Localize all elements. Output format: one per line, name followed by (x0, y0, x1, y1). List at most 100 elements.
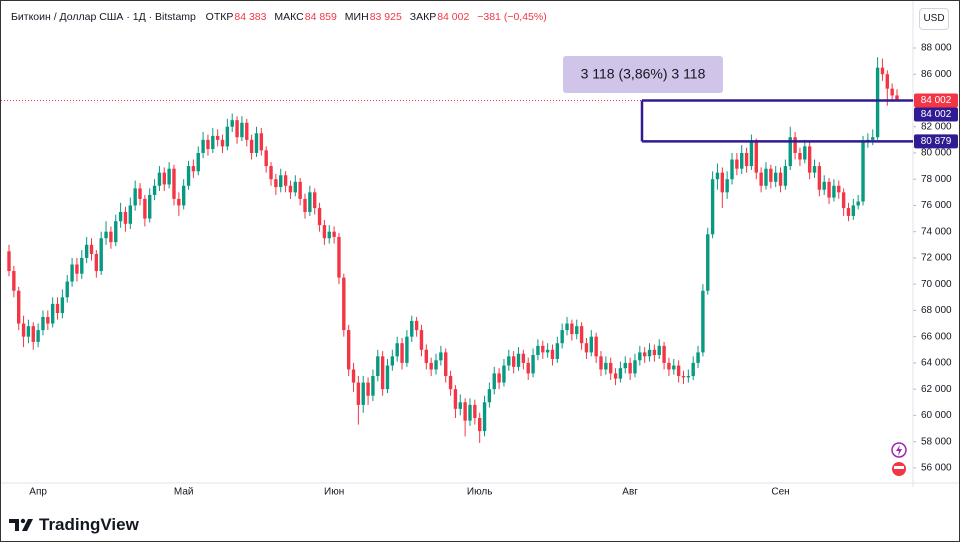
candle-body (41, 316, 45, 331)
candle-body (628, 362, 632, 374)
candle-body (507, 356, 511, 366)
currency-button[interactable]: USD (919, 8, 949, 30)
candle-body (249, 139, 254, 153)
open-value: 84 383 (234, 11, 267, 23)
candle-body (686, 376, 691, 378)
candle-body (283, 175, 288, 186)
candle-body (545, 349, 550, 353)
y-tick-label: 76 000 (921, 200, 952, 211)
candle-body (157, 172, 162, 186)
candle-body (337, 236, 341, 278)
candle-body (162, 172, 166, 185)
candle-body (735, 159, 739, 169)
candle-body (807, 146, 812, 173)
candle-body (128, 205, 133, 224)
change: −381 (−0,45%) (477, 11, 547, 23)
candle-body (662, 345, 666, 363)
candle-body (691, 362, 695, 377)
y-tick-label: 68 000 (921, 305, 952, 316)
candle-body (21, 323, 26, 337)
candle-body (841, 192, 846, 209)
candle-body (521, 353, 526, 363)
candle-body (177, 198, 181, 206)
candle-body (371, 376, 375, 396)
candle-body (477, 418, 482, 432)
candle-body (70, 264, 74, 282)
y-tick-label: 70 000 (921, 279, 952, 290)
brand-icon (9, 518, 33, 531)
candle-body (439, 352, 443, 361)
candle-body (114, 221, 118, 243)
chart-header: Биткоин / Доллар США · 1Д · Bitstamp ОТК… (11, 11, 552, 23)
y-tick-label: 66 000 (921, 331, 952, 342)
candle-body (17, 290, 21, 324)
candle-body (822, 181, 826, 190)
candle-body (570, 323, 574, 335)
candle-body (769, 168, 773, 182)
candle-body (871, 137, 875, 140)
candle-body (55, 303, 60, 314)
candle-body (12, 271, 16, 291)
y-tick-label: 58 000 (921, 436, 952, 447)
candle-body (759, 172, 763, 186)
flag-icon-stripe (894, 466, 904, 469)
candle-body (594, 336, 598, 357)
candle-body (143, 198, 147, 219)
candle-body (754, 142, 758, 173)
measure-top-label-box (914, 107, 958, 122)
x-tick-label: Июн (324, 487, 344, 498)
candle-body (259, 133, 264, 151)
y-tick-label: 74 000 (921, 226, 952, 237)
measure-bottom-label: 80 879 (921, 136, 952, 147)
candle-body (827, 181, 831, 198)
candle-body (351, 369, 356, 383)
y-tick-label: 72 000 (921, 253, 952, 264)
candle-body (80, 257, 84, 274)
y-tick-label: 62 000 (921, 384, 952, 395)
candle-body (400, 343, 404, 363)
candle-body (647, 349, 652, 357)
candle-body (332, 231, 336, 237)
candle-body (701, 290, 705, 353)
high-value: 84 859 (304, 11, 337, 23)
candle-body (730, 159, 734, 180)
candle-body (875, 67, 880, 138)
candle-body (31, 326, 35, 342)
candle-body (846, 208, 851, 216)
candle-body (618, 368, 623, 379)
candle-body (269, 166, 273, 180)
candle-body (36, 330, 40, 342)
candle-body (7, 251, 11, 272)
candle-body (851, 205, 856, 216)
candle-body (152, 185, 157, 195)
candle-body (186, 166, 191, 186)
candle-body (303, 198, 307, 213)
candle-body (313, 192, 317, 209)
candle-body (26, 326, 31, 337)
candle-body (453, 389, 458, 409)
candle-body (609, 362, 613, 374)
candle-body (531, 355, 535, 374)
measure-label: 3 118 (3,86%) 3 118 (581, 66, 706, 82)
candle-body (395, 343, 399, 357)
candle-body (642, 352, 647, 357)
candle-body (75, 264, 79, 274)
candle-body (778, 172, 783, 186)
candle-body (414, 320, 419, 331)
candle-body (133, 188, 137, 206)
candle-body (749, 142, 754, 167)
candle-body (667, 362, 671, 370)
candle-body (109, 231, 113, 243)
measure-bottom-label-box (914, 134, 958, 149)
candle-body (589, 336, 593, 353)
candle-body (327, 231, 331, 239)
candle-body (880, 67, 885, 75)
candle-body (380, 356, 385, 390)
candle-body (652, 349, 657, 356)
candle-body (725, 179, 729, 193)
y-tick-label: 80 000 (921, 148, 952, 159)
candle-body (764, 168, 768, 186)
candle-body (803, 146, 807, 160)
candle-body (245, 122, 249, 140)
